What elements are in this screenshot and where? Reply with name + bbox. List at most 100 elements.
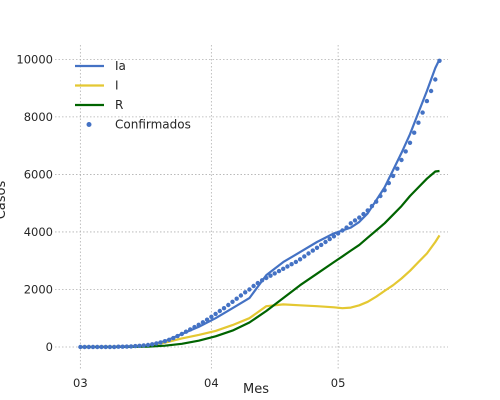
confirmados-point — [226, 302, 231, 308]
confirmados-point — [382, 188, 387, 193]
confirmados-point — [213, 311, 218, 317]
confirmados-point — [145, 342, 151, 348]
confirmados-point — [251, 283, 256, 289]
confirmados-point — [238, 293, 244, 298]
confirmados-point — [204, 317, 210, 322]
confirmados-point — [154, 341, 159, 346]
confirmados-point — [293, 259, 299, 265]
series-line-r — [80, 169, 440, 349]
legend-swatch — [86, 122, 92, 127]
y-tick-label: 8000 — [24, 110, 53, 124]
y-tick-label: 6000 — [24, 167, 53, 181]
confirmados-point — [158, 340, 163, 345]
confirmados-point — [90, 344, 96, 350]
confirmados-point — [179, 331, 184, 337]
confirmados-point — [247, 287, 252, 292]
legend-label: Confirmados — [115, 118, 191, 132]
confirmados-point — [412, 130, 417, 135]
confirmados-point — [150, 342, 155, 347]
confirmados-point — [310, 248, 315, 253]
confirmados-point — [302, 254, 307, 259]
confirmados-point — [183, 329, 189, 334]
confirmados-point — [175, 333, 180, 339]
confirmados-point — [365, 208, 370, 213]
confirmados-point — [116, 344, 121, 349]
confirmados-point — [395, 166, 400, 171]
confirmados-point — [86, 344, 92, 350]
y-axis-label: Casos — [0, 181, 9, 220]
confirmados-point — [386, 180, 391, 186]
confirmados-point — [141, 343, 146, 348]
confirmados-point — [340, 228, 345, 233]
confirmados-point — [272, 271, 277, 276]
confirmados-point — [428, 88, 434, 94]
confirmados-point — [433, 77, 438, 82]
confirmados-point — [196, 322, 201, 327]
y-tick-label: 4000 — [24, 225, 53, 239]
confirmados-point — [120, 344, 125, 349]
confirmados-point — [344, 225, 349, 230]
legend-label: Ia — [115, 59, 126, 73]
confirmados-point — [192, 324, 197, 330]
confirmados-point — [112, 344, 117, 350]
confirmados-point — [327, 236, 332, 242]
confirmados-point — [306, 251, 311, 256]
confirmados-point — [420, 110, 425, 115]
confirmados-point — [99, 344, 104, 350]
confirmados-point — [399, 157, 404, 163]
legend: Ia IR Confirmados — [75, 59, 191, 132]
confirmados-point — [374, 199, 379, 204]
confirmados-point — [357, 215, 362, 220]
confirmados-point — [124, 344, 129, 349]
confirmados-point — [348, 221, 353, 226]
confirmados-point — [166, 337, 172, 342]
confirmados-point — [407, 140, 413, 145]
confirmados-point — [378, 193, 383, 199]
confirmados-point — [335, 231, 341, 236]
confirmados-point — [230, 299, 235, 304]
confirmados-point — [264, 275, 269, 281]
confirmados-point — [297, 257, 303, 262]
confirmados-point — [133, 343, 138, 349]
y-tick-label: 2000 — [24, 282, 53, 296]
series-layer — [78, 58, 442, 350]
confirmados-point — [162, 339, 168, 344]
confirmados-point — [403, 149, 408, 154]
confirmados-point — [128, 344, 134, 349]
confirmados-point — [361, 211, 366, 217]
confirmados-point — [95, 344, 100, 350]
x-axis-label: Mes — [243, 382, 269, 397]
confirmados-point — [200, 320, 206, 325]
confirmados-point — [268, 273, 273, 278]
legend-label: I — [115, 79, 119, 93]
confirmados-point — [369, 203, 375, 209]
confirmados-point — [171, 335, 176, 341]
confirmados-point — [285, 264, 290, 269]
confirmados-point — [217, 308, 222, 314]
y-tick-label: 10000 — [16, 52, 53, 66]
series-line-ia — [80, 58, 441, 349]
confirmados-point — [255, 280, 260, 286]
confirmados-point — [281, 266, 286, 271]
confirmados-point — [107, 344, 113, 350]
confirmados-point — [331, 234, 337, 239]
confirmados-point — [78, 344, 83, 350]
confirmados-point — [82, 344, 87, 350]
confirmados-point — [323, 239, 328, 245]
confirmados-point — [424, 98, 430, 104]
confirmados-point — [209, 314, 214, 319]
confirmados-point — [243, 290, 248, 295]
confirmados-point — [437, 58, 442, 63]
confirmados-point — [390, 173, 396, 179]
confirmados-point — [319, 242, 324, 248]
confirmados-point — [289, 262, 294, 267]
confirmados-point — [221, 306, 227, 311]
confirmados-point — [234, 296, 239, 301]
x-tick-label: 03 — [73, 376, 88, 390]
legend-label: R — [115, 98, 123, 112]
x-tick-label: 04 — [204, 376, 219, 390]
confirmados-point — [137, 343, 142, 348]
confirmados-point — [103, 344, 108, 350]
